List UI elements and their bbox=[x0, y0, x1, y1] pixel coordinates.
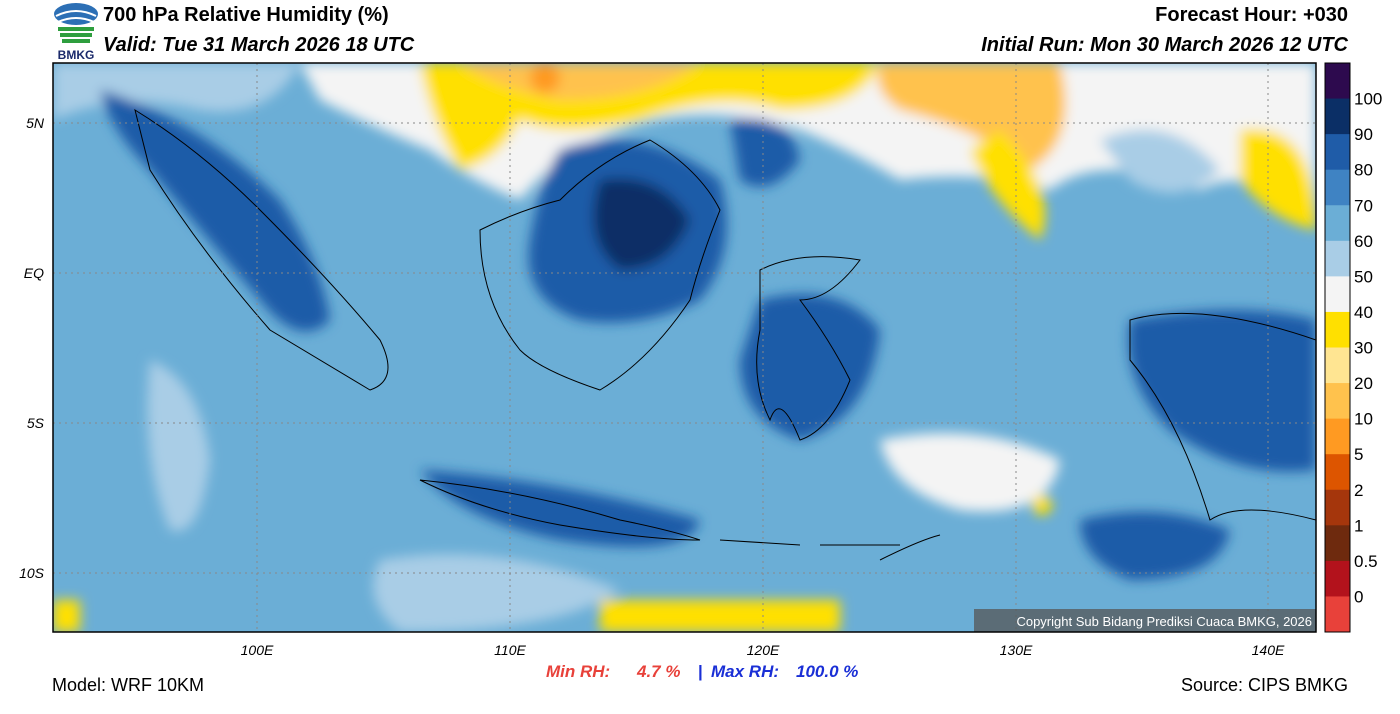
colorbar-swatch bbox=[1325, 169, 1350, 206]
valid-time: Valid: Tue 31 March 2026 18 UTC bbox=[103, 34, 415, 56]
colorbar-label: 80 bbox=[1354, 161, 1373, 180]
lon-label: 100E bbox=[241, 642, 274, 658]
logo-text: BMKG bbox=[58, 48, 95, 62]
colorbar-swatch bbox=[1325, 525, 1350, 562]
lon-label: 130E bbox=[1000, 642, 1033, 658]
rh-extremes: Min RH: 4.7 % | Max RH: 100.0 % bbox=[546, 662, 858, 681]
colorbar-swatch bbox=[1325, 205, 1350, 242]
lat-axis: 5N EQ 5S 10S bbox=[19, 115, 45, 581]
colorbar-label: 2 bbox=[1354, 481, 1363, 500]
lat-label: EQ bbox=[24, 265, 44, 281]
colorbar-label: 5 bbox=[1354, 445, 1363, 464]
colorbar-swatch bbox=[1325, 311, 1350, 348]
colorbar-swatch bbox=[1325, 489, 1350, 526]
lat-label: 5N bbox=[26, 115, 45, 131]
colorbar-swatch bbox=[1325, 418, 1350, 455]
forecast-hour: Forecast Hour: +030 bbox=[1155, 4, 1348, 26]
colorbar-label: 60 bbox=[1354, 232, 1373, 251]
colorbar-label: 1 bbox=[1354, 516, 1363, 535]
colorbar-swatch bbox=[1325, 63, 1350, 100]
colorbar-swatch bbox=[1325, 596, 1350, 633]
colorbar-swatch bbox=[1325, 240, 1350, 277]
colorbar-label: 90 bbox=[1354, 125, 1373, 144]
colorbar-label: 0.5 bbox=[1354, 552, 1378, 571]
colorbar-frame bbox=[1324, 62, 1351, 633]
min-label: Min RH: bbox=[546, 662, 610, 681]
initial-run: Initial Run: Mon 30 March 2026 12 UTC bbox=[981, 34, 1348, 56]
colorbar-swatch bbox=[1325, 98, 1350, 135]
colorbar-label: 70 bbox=[1354, 196, 1373, 215]
model: Model: WRF 10KM bbox=[52, 675, 204, 695]
colorbar-swatch bbox=[1325, 560, 1350, 597]
separator: | bbox=[698, 662, 703, 681]
graticule bbox=[53, 63, 1316, 632]
lon-label: 140E bbox=[1252, 642, 1285, 658]
source: Source: CIPS BMKG bbox=[1181, 675, 1348, 695]
colorbar-label: 100 bbox=[1354, 90, 1382, 109]
lon-label: 110E bbox=[494, 642, 526, 658]
colorbar-swatch bbox=[1325, 134, 1350, 171]
colorbar-swatch bbox=[1325, 276, 1350, 313]
colorbar-label: 0 bbox=[1354, 587, 1363, 606]
colorbar-swatch bbox=[1325, 347, 1350, 384]
max-value: 100.0 % bbox=[796, 662, 858, 681]
colorbar-label: 20 bbox=[1354, 374, 1373, 393]
lon-label: 120E bbox=[747, 642, 780, 658]
min-value: 4.7 % bbox=[636, 662, 680, 681]
copyright: Copyright Sub Bidang Prediksi Cuaca BMKG… bbox=[1016, 614, 1312, 629]
colorbar-label: 40 bbox=[1354, 303, 1373, 322]
colorbar-swatch bbox=[1325, 383, 1350, 420]
colorbar: 100 90 80 70 60 50 40 30 20 10 5 2 1 0.5 0 bbox=[1324, 62, 1382, 633]
colorbar-label: 50 bbox=[1354, 267, 1373, 286]
colorbar-swatch bbox=[1325, 454, 1350, 491]
lon-axis: 100E 110E 120E 130E 140E bbox=[241, 642, 1285, 658]
max-label: Max RH: bbox=[711, 662, 779, 681]
map-frame bbox=[52, 62, 1317, 633]
lat-label: 10S bbox=[19, 565, 45, 581]
coastlines bbox=[134, 108, 1316, 561]
humidity-field: Copyright Sub Bidang Prediksi Cuaca BMKG… bbox=[53, 63, 1316, 632]
logo: BMKG bbox=[54, 3, 98, 62]
copyright-box bbox=[974, 609, 1316, 632]
colorbar-label: 10 bbox=[1354, 410, 1373, 429]
lat-label: 5S bbox=[27, 415, 45, 431]
title: 700 hPa Relative Humidity (%) bbox=[103, 4, 389, 26]
colorbar-label: 30 bbox=[1354, 339, 1373, 358]
